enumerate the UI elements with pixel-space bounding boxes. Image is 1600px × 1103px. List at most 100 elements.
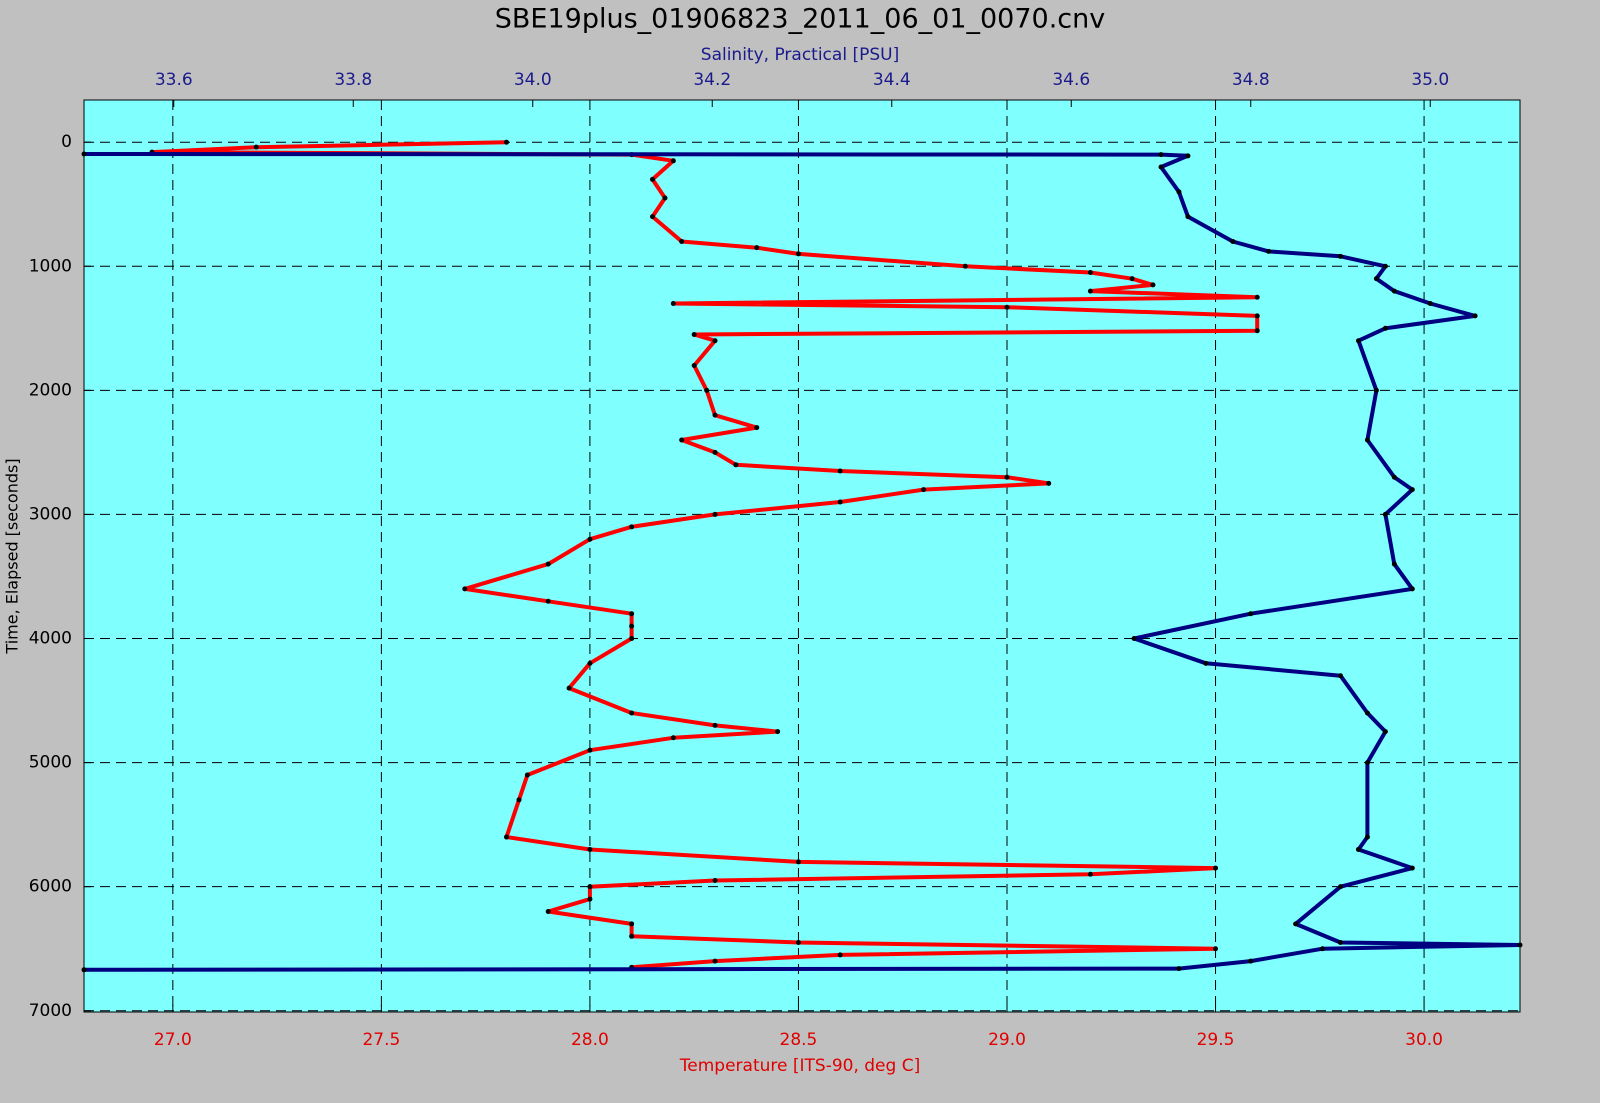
- data-point: [712, 338, 718, 344]
- data-point: [1293, 921, 1299, 927]
- data-point: [545, 908, 551, 914]
- x-tick-label: 29.5: [1197, 1030, 1235, 1050]
- data-point: [1391, 561, 1397, 567]
- x2-tick-label: 34.2: [693, 70, 731, 90]
- data-point: [754, 425, 760, 431]
- data-point: [837, 952, 843, 958]
- data-point: [1409, 865, 1415, 871]
- data-point: [566, 685, 572, 691]
- data-point: [253, 144, 259, 150]
- x2-tick-label: 34.0: [514, 70, 552, 90]
- data-point: [837, 499, 843, 505]
- data-point: [1150, 282, 1156, 288]
- data-point: [1266, 248, 1272, 254]
- data-point: [795, 940, 801, 946]
- data-point: [1087, 288, 1093, 294]
- data-point: [1129, 276, 1135, 282]
- data-point: [1391, 288, 1397, 294]
- data-point: [691, 363, 697, 369]
- data-point: [712, 877, 718, 883]
- data-point: [504, 834, 510, 840]
- data-point: [1046, 480, 1052, 486]
- data-point: [1254, 294, 1260, 300]
- data-point: [1427, 300, 1433, 306]
- x-tick-label: 29.0: [988, 1030, 1026, 1050]
- data-point: [629, 623, 635, 629]
- data-point: [1364, 437, 1370, 443]
- data-point: [1382, 263, 1388, 269]
- data-point: [1409, 487, 1415, 493]
- y-axis-label: Time, Elapsed [seconds]: [3, 458, 22, 654]
- data-point: [1213, 946, 1219, 952]
- data-point: [1338, 673, 1343, 679]
- data-point: [629, 611, 635, 617]
- data-point: [795, 859, 801, 865]
- data-point: [1355, 338, 1361, 344]
- x2-axis-label: Salinity, Practical [PSU]: [701, 45, 899, 65]
- data-point: [691, 332, 697, 338]
- data-point: [837, 468, 843, 474]
- data-point: [81, 151, 87, 157]
- data-point: [649, 214, 655, 220]
- x2-tick-label: 33.8: [334, 70, 372, 90]
- data-point: [712, 449, 718, 455]
- data-point: [81, 967, 87, 973]
- data-point: [795, 251, 801, 257]
- x2-tick-label: 34.4: [873, 70, 911, 90]
- y-tick-label: 3000: [29, 504, 72, 524]
- y-tick-label: 0: [61, 132, 72, 152]
- x-tick-label: 28.5: [780, 1030, 818, 1050]
- data-point: [670, 158, 676, 164]
- data-point: [679, 238, 685, 244]
- data-point: [1176, 966, 1182, 972]
- x2-tick-label: 33.6: [155, 70, 193, 90]
- data-point: [587, 884, 593, 890]
- x-tick-label: 30.0: [1405, 1030, 1443, 1050]
- data-point: [712, 511, 718, 517]
- data-point: [1158, 164, 1164, 170]
- data-point: [1364, 710, 1370, 716]
- y-tick-label: 4000: [29, 629, 72, 649]
- data-point: [1213, 865, 1219, 871]
- data-point: [662, 195, 668, 201]
- data-point: [670, 735, 676, 741]
- data-point: [587, 660, 593, 666]
- data-point: [1517, 942, 1523, 948]
- data-point: [545, 598, 551, 604]
- data-point: [1087, 871, 1093, 877]
- data-point: [962, 263, 968, 269]
- data-point: [629, 524, 635, 530]
- data-point: [1472, 313, 1478, 319]
- data-point: [712, 412, 718, 418]
- x2-tick-label: 34.8: [1232, 70, 1270, 90]
- x-axis-label: Temperature [ITS-90, deg C]: [679, 1056, 920, 1076]
- data-point: [462, 586, 468, 592]
- data-point: [1176, 189, 1182, 195]
- data-point: [1364, 834, 1370, 840]
- data-point: [524, 772, 530, 778]
- data-point: [712, 958, 718, 964]
- data-point: [775, 729, 781, 735]
- plot-area: [83, 99, 1521, 1013]
- data-point: [1230, 238, 1236, 244]
- y-tick-label: 2000: [29, 380, 72, 400]
- data-point: [1185, 153, 1191, 159]
- data-point: [1382, 729, 1388, 735]
- data-point: [1203, 660, 1209, 666]
- data-point: [587, 747, 593, 753]
- data-point: [1185, 214, 1191, 220]
- x-tick-label: 27.0: [154, 1030, 192, 1050]
- chart-title: SBE19plus_01906823_2011_06_01_0070.cnv: [495, 4, 1106, 35]
- data-point: [1004, 304, 1010, 310]
- data-point: [1087, 269, 1093, 275]
- data-point: [1131, 636, 1137, 642]
- data-point: [733, 462, 739, 468]
- data-point: [516, 797, 522, 803]
- data-point: [649, 176, 655, 182]
- data-point: [1338, 884, 1343, 890]
- data-point: [1254, 313, 1260, 319]
- data-point: [629, 921, 635, 927]
- data-point: [587, 536, 593, 542]
